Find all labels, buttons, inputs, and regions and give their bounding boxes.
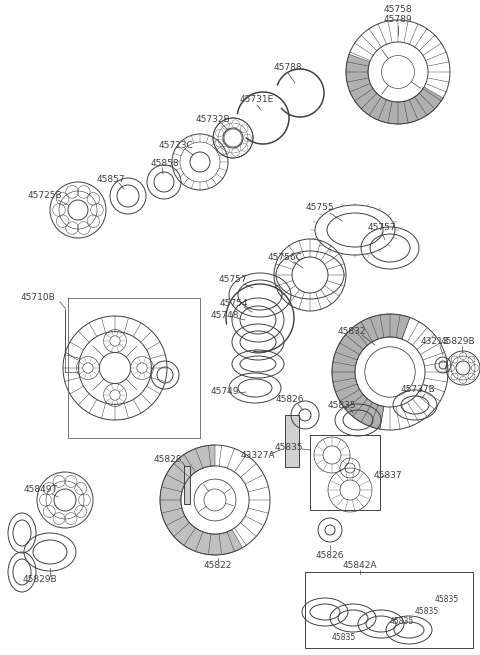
Text: 45828: 45828 (154, 455, 182, 464)
Text: 45826: 45826 (276, 396, 304, 405)
Text: 45822: 45822 (204, 561, 232, 571)
Wedge shape (346, 54, 443, 124)
Text: 45755: 45755 (306, 204, 334, 212)
Text: 45835: 45835 (332, 633, 356, 643)
Text: 45732B: 45732B (196, 115, 230, 124)
Text: 45731E: 45731E (240, 96, 274, 105)
Text: 45754: 45754 (220, 299, 248, 307)
Text: 45757: 45757 (219, 276, 247, 284)
Text: 45858: 45858 (151, 159, 180, 168)
Text: 45835: 45835 (415, 607, 439, 616)
Text: 45758: 45758 (384, 5, 412, 14)
Text: 45826: 45826 (316, 550, 344, 559)
Text: 45789: 45789 (384, 16, 412, 24)
Text: 45829B: 45829B (23, 576, 57, 584)
Text: 45835: 45835 (275, 443, 303, 451)
Text: 45832: 45832 (338, 328, 366, 337)
Bar (184, 466, 190, 504)
Text: 45737B: 45737B (401, 386, 435, 394)
Text: 45829B: 45829B (441, 337, 475, 346)
Text: 45835: 45835 (435, 595, 459, 605)
Text: 45835: 45835 (328, 400, 356, 409)
Text: 45788: 45788 (274, 64, 302, 73)
Text: 43213: 43213 (421, 337, 449, 346)
Text: 45749: 45749 (211, 388, 239, 396)
Bar (305, 572, 473, 648)
Text: 45837: 45837 (374, 472, 402, 481)
Text: 45835: 45835 (390, 618, 414, 626)
Bar (285, 415, 299, 467)
Text: 45857: 45857 (96, 174, 125, 183)
Text: 45842A: 45842A (343, 561, 377, 571)
Text: 45756C: 45756C (267, 253, 302, 263)
Wedge shape (160, 445, 242, 555)
Text: 45757: 45757 (368, 223, 396, 233)
Text: 45725B: 45725B (28, 191, 62, 200)
Text: 45710B: 45710B (21, 293, 55, 303)
Text: 43327A: 43327A (240, 451, 276, 460)
Text: 45849T: 45849T (23, 485, 57, 495)
Text: 45723C: 45723C (158, 141, 193, 149)
Wedge shape (332, 314, 410, 429)
Text: 45748: 45748 (211, 310, 239, 320)
